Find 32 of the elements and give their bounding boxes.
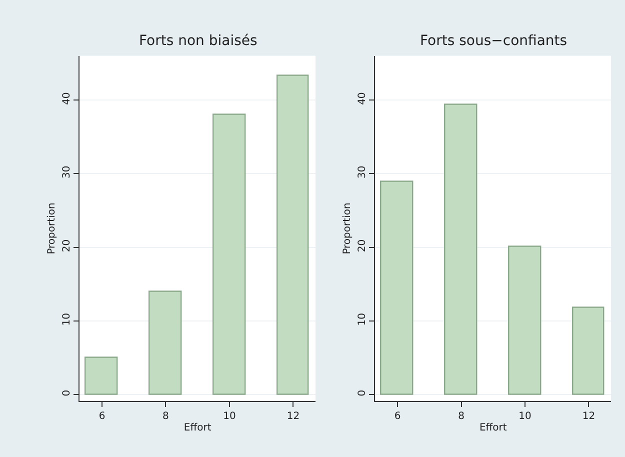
bar xyxy=(508,246,542,395)
y-tick-label: 40 xyxy=(62,92,73,105)
bar xyxy=(276,74,309,395)
y-tick-label: 10 xyxy=(357,313,368,326)
y-tick-label: 40 xyxy=(357,92,368,105)
y-axis-title: Proportion xyxy=(342,202,354,254)
y-tick-label: 0 xyxy=(357,390,368,396)
x-tick-label: 6 xyxy=(394,411,401,422)
chart-title: Forts non biaisés xyxy=(139,33,258,49)
y-tick-label: 10 xyxy=(62,313,73,326)
y-axis-title: Proportion xyxy=(46,202,58,254)
x-axis-title: Effort xyxy=(479,422,507,434)
bar xyxy=(84,356,118,395)
x-tick-label: 8 xyxy=(162,411,169,422)
bar xyxy=(380,180,414,395)
y-tick-label: 20 xyxy=(62,239,73,252)
x-tick-label: 10 xyxy=(518,411,532,422)
bar xyxy=(148,290,182,395)
bar xyxy=(572,306,604,395)
x-tick-label: 6 xyxy=(98,411,106,422)
x-tick-label: 12 xyxy=(582,411,596,422)
x-tick-label: 10 xyxy=(223,411,236,422)
y-tick-label: 30 xyxy=(62,166,73,179)
bar xyxy=(212,114,246,395)
x-axis-title: Effort xyxy=(184,422,212,434)
bar xyxy=(444,104,478,395)
y-tick-label: 0 xyxy=(62,390,73,396)
chart-title: Forts sous−confiants xyxy=(420,33,568,49)
y-tick-label: 30 xyxy=(357,166,368,179)
x-tick-label: 8 xyxy=(458,411,464,422)
x-tick-label: 12 xyxy=(286,411,300,422)
y-tick-label: 20 xyxy=(357,239,368,252)
